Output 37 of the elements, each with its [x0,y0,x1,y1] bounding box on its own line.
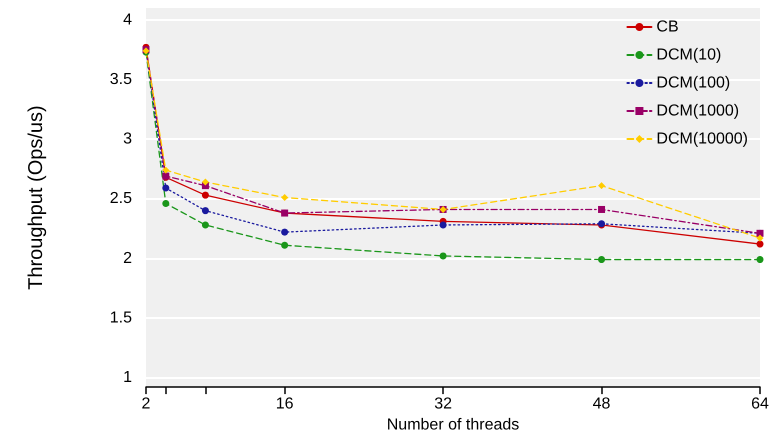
y-tick-label: 1 [123,369,132,386]
x-tick-label: 32 [434,396,452,413]
point [281,242,288,249]
y-tick-label: 2 [123,250,132,267]
x-tick-label: 2 [142,396,151,413]
y-tick-label: 3.5 [110,71,132,88]
point [162,200,170,208]
point [162,166,170,174]
point [756,240,764,248]
point [598,182,606,190]
point [598,256,606,264]
point [756,234,764,242]
legend-label: DCM(10) [656,46,722,64]
legend-label: DCM(10000) [656,130,748,148]
x-tick-label: 64 [751,396,769,413]
y-tick-label: 1.5 [110,309,132,326]
y-tick-label: 2.5 [110,190,132,208]
x-tick-label: 16 [276,396,294,413]
legend-label: DCM(100) [656,74,730,92]
point [440,221,447,228]
point [162,184,170,192]
x-tick-label: 48 [592,396,611,413]
y-tick-label: 4 [123,11,132,28]
point [202,221,209,228]
point [281,194,288,202]
point [202,192,209,199]
point [756,256,764,264]
point [281,228,288,236]
point [202,178,209,186]
y-axis-title: Throughput (Ops/us) [25,105,47,290]
point [598,206,606,213]
legend-label: CB [656,18,679,36]
y-tick-label: 3 [123,130,132,148]
point [202,207,209,214]
x-axis-title: Number of threads [386,416,520,434]
point [440,252,447,260]
legend-label: DCM(1000) [656,102,740,120]
